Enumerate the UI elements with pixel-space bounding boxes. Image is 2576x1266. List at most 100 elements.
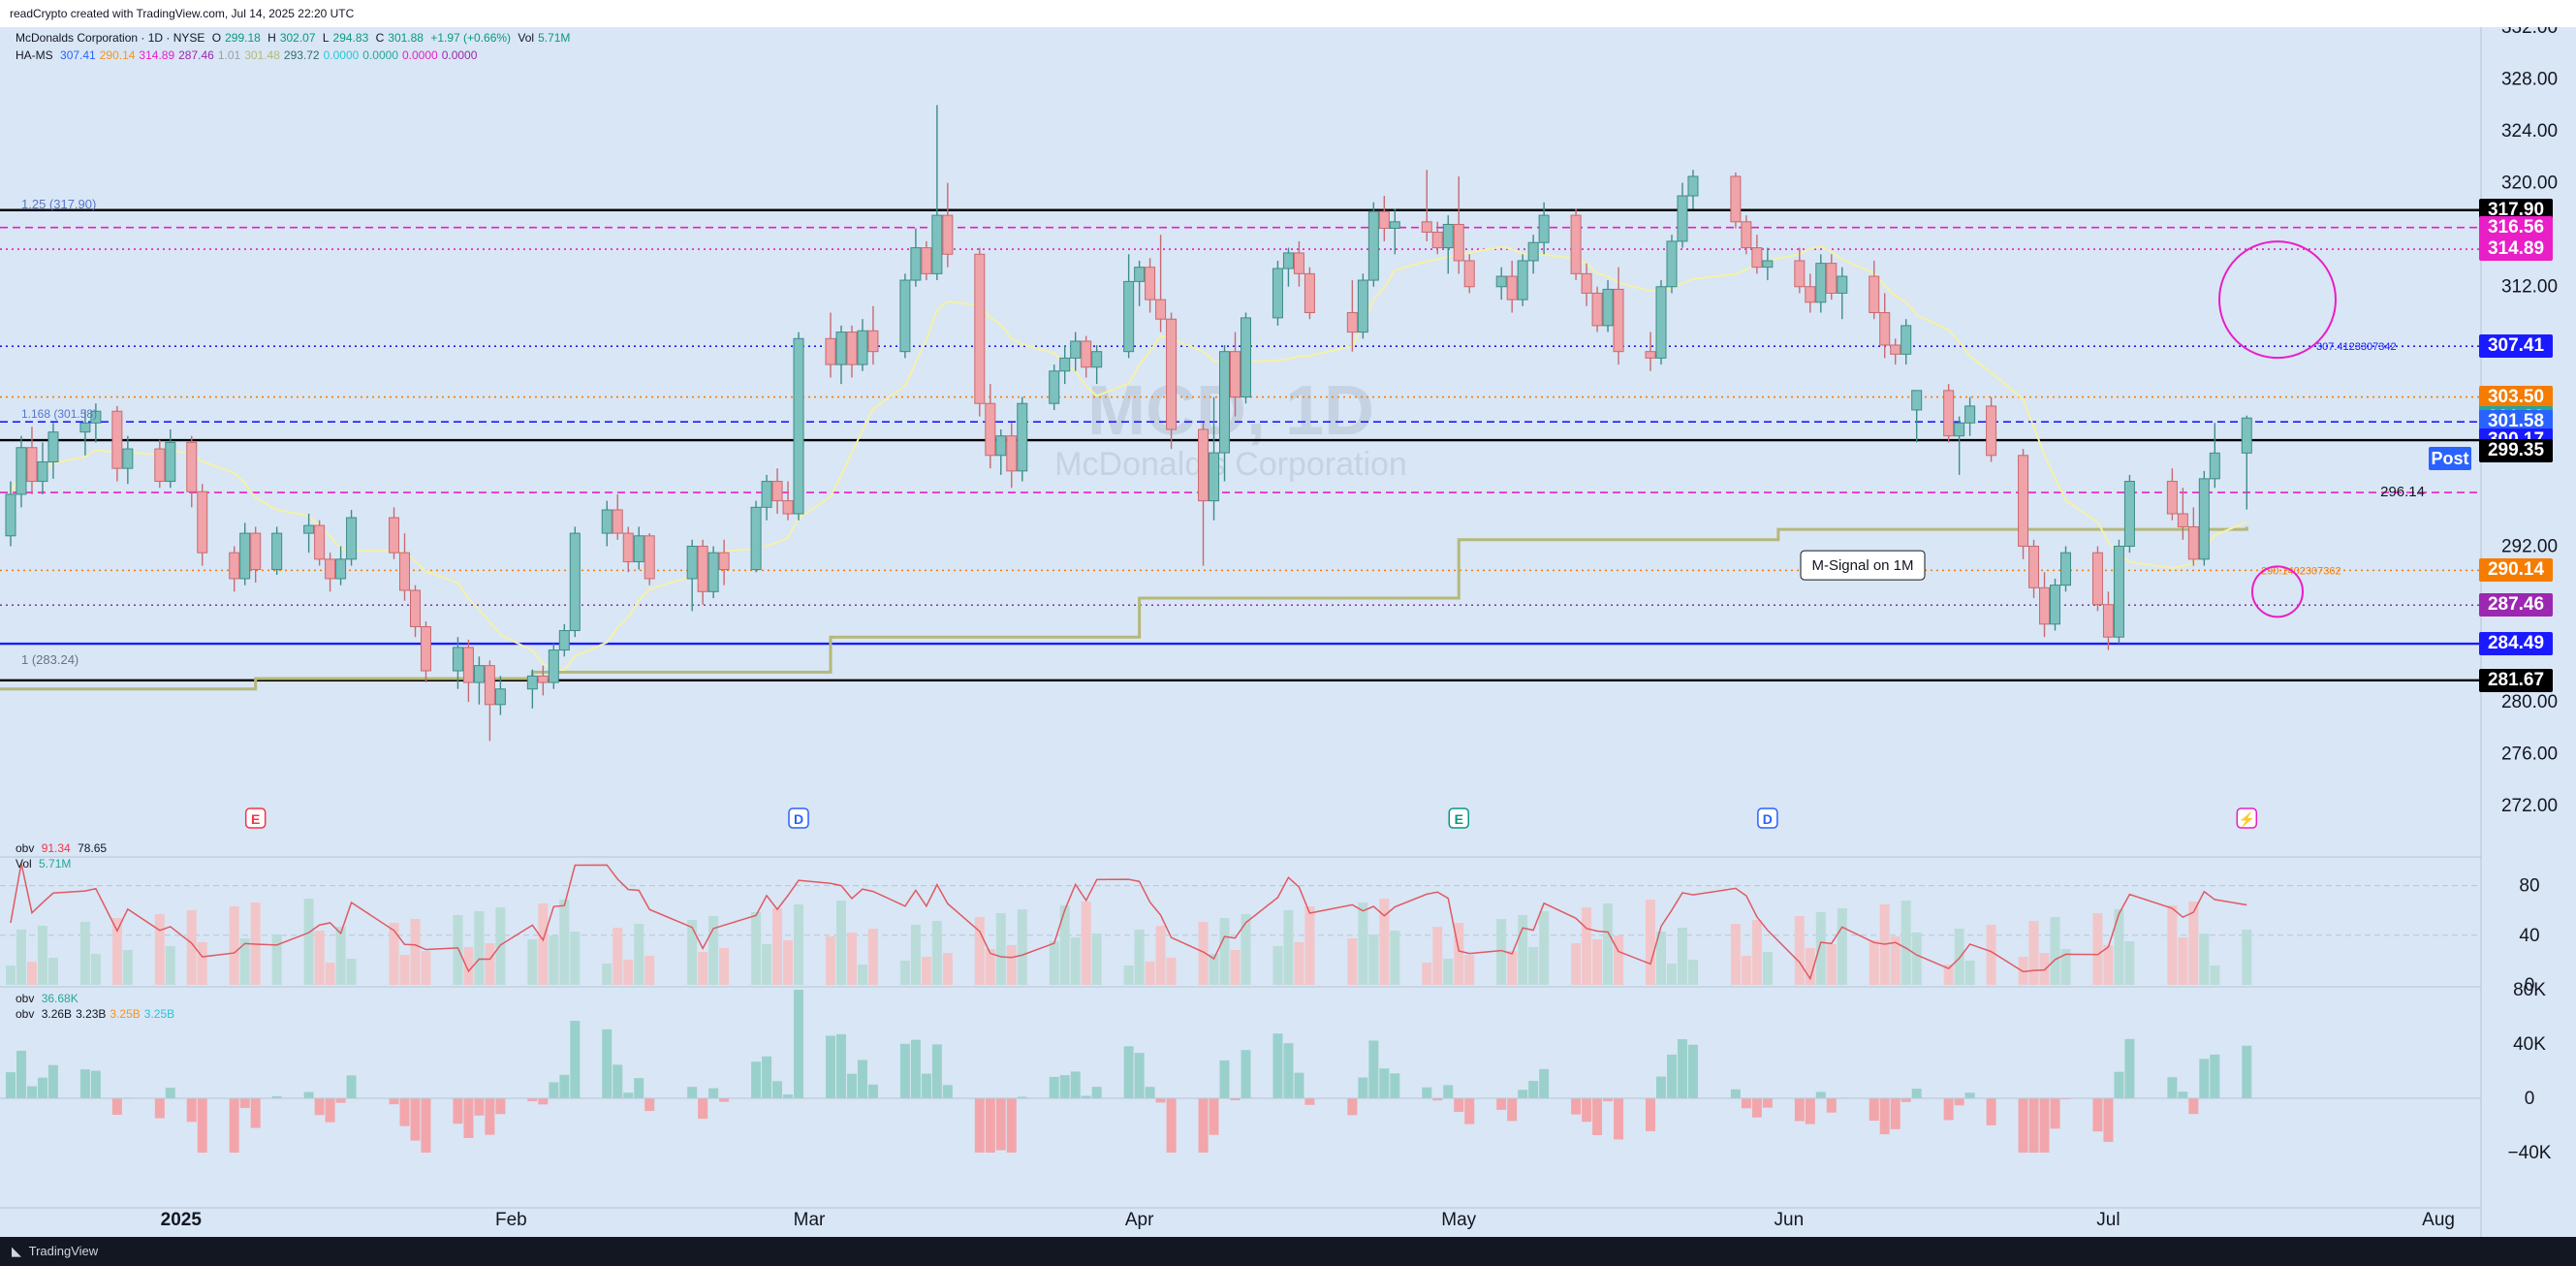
ha-ms-value: 293.72 — [283, 48, 320, 62]
obv-histogram-bar — [16, 1050, 26, 1098]
candle-body — [399, 552, 411, 591]
obv-histogram-bar — [1805, 1098, 1815, 1124]
candle — [1145, 258, 1156, 313]
event-marker-label: D — [794, 811, 803, 827]
candle-body — [16, 447, 27, 495]
candle — [409, 585, 421, 638]
candle — [1911, 390, 1923, 443]
volume-bar — [47, 958, 58, 985]
volume-bar — [1230, 950, 1241, 985]
fib-mid-label: 1.168 (301.58) — [21, 407, 97, 421]
tradingview-logo-icon: ◣ — [12, 1244, 21, 1258]
candle-body — [2166, 481, 2178, 515]
volume-bar — [229, 906, 239, 985]
candle-body — [825, 337, 836, 365]
candle — [750, 500, 762, 573]
candle — [1741, 215, 1752, 255]
candle-body — [548, 649, 559, 683]
obv-histogram-bar — [1751, 1098, 1762, 1118]
obv-histogram-bar — [1070, 1071, 1081, 1098]
obv-histogram-bar — [474, 1098, 485, 1116]
candle — [420, 621, 431, 683]
volume-bar — [1166, 958, 1177, 985]
chart-canvas[interactable]: MCD, 1D McDonald's Corporation 1.25 (317… — [0, 17, 2576, 1237]
candle-body — [612, 509, 623, 534]
candle-body — [1198, 428, 1209, 502]
candle-body — [2209, 452, 2220, 480]
obv-histogram-bar — [1272, 1033, 1283, 1098]
vol-pane-label[interactable]: Vol — [16, 857, 32, 870]
volume-bar — [549, 935, 559, 985]
volume-bar — [762, 944, 772, 985]
candle-body — [452, 647, 463, 672]
candle-body — [1346, 312, 1358, 333]
candle — [494, 676, 506, 715]
obv-histogram-bar — [1539, 1068, 1550, 1098]
time-axis-label: Apr — [1125, 1210, 1154, 1230]
obv-histogram-bar — [111, 1098, 122, 1116]
event-marker — [2236, 807, 2258, 829]
rsi-title[interactable]: obv — [16, 841, 35, 855]
obv-histogram-bar — [1794, 1098, 1805, 1122]
candle — [1240, 312, 1251, 404]
candle-body — [1741, 221, 1752, 249]
candle-body — [644, 535, 655, 580]
volume-bar — [1379, 899, 1390, 985]
candle — [1890, 338, 1901, 365]
candle-body — [974, 253, 986, 404]
candle — [931, 105, 943, 281]
candle — [1198, 423, 1209, 566]
candle-body — [1134, 267, 1146, 282]
obv-histogram-bar — [1496, 1098, 1507, 1110]
candle — [399, 533, 411, 601]
candle-body — [1890, 344, 1901, 355]
ha-ms-value: 314.89 — [139, 48, 175, 62]
candle-body — [697, 545, 708, 592]
obv-histogram-bar — [719, 1098, 730, 1102]
candle-body — [2102, 604, 2114, 638]
obv-histogram-bar — [1283, 1043, 1294, 1098]
candle-body — [1421, 221, 1432, 234]
candle — [846, 325, 858, 378]
candle — [1166, 312, 1178, 450]
event-marker-label: E — [1455, 811, 1463, 827]
obv2-title[interactable]: obv — [16, 1007, 35, 1021]
candle-body — [1943, 390, 1955, 437]
candle — [90, 403, 102, 443]
candle-body — [2187, 525, 2199, 560]
candle — [1219, 344, 1231, 482]
obv-histogram-bar — [1890, 1098, 1901, 1129]
candle-body — [2198, 478, 2210, 560]
volume-bar — [314, 931, 325, 985]
volume-bar — [623, 960, 634, 985]
candle-body — [601, 509, 613, 534]
obv-title[interactable]: obv — [16, 992, 35, 1005]
obv2-value: 3.25B — [143, 1007, 175, 1021]
obv-histogram-bar — [1518, 1090, 1528, 1098]
volume-bar — [1805, 948, 1815, 985]
candle-body — [867, 330, 879, 353]
obv-histogram-bar — [644, 1098, 655, 1112]
candle — [782, 481, 794, 521]
price-tag: 287.46 — [2479, 593, 2553, 617]
volume-bar — [111, 918, 122, 985]
volume-bar — [1272, 946, 1283, 985]
candle — [612, 493, 623, 540]
obv-histogram-bar — [485, 1098, 495, 1135]
candle-body — [90, 410, 102, 424]
candle — [1879, 293, 1891, 359]
volume-bar — [2167, 905, 2178, 985]
volume-bar — [463, 947, 474, 985]
post-market-label: Post — [2429, 447, 2471, 470]
ha-ms-label[interactable]: HA-MS — [16, 48, 53, 62]
price-tag: 303.50 — [2479, 385, 2553, 409]
volume-bar — [271, 934, 282, 985]
volume-bar — [1964, 961, 1975, 985]
chart-area[interactable]: MCD, 1D McDonald's Corporation 1.25 (317… — [0, 17, 2576, 1237]
obv-histogram-bar — [846, 1073, 857, 1098]
symbol-title[interactable]: McDonalds Corporation · 1D · NYSE — [16, 31, 205, 45]
volume-bar — [1986, 925, 1996, 985]
obv-histogram-bar — [1091, 1087, 1102, 1098]
fib-bottom-label: 1 (283.24) — [21, 652, 79, 667]
obv-histogram-bar — [1528, 1081, 1539, 1098]
